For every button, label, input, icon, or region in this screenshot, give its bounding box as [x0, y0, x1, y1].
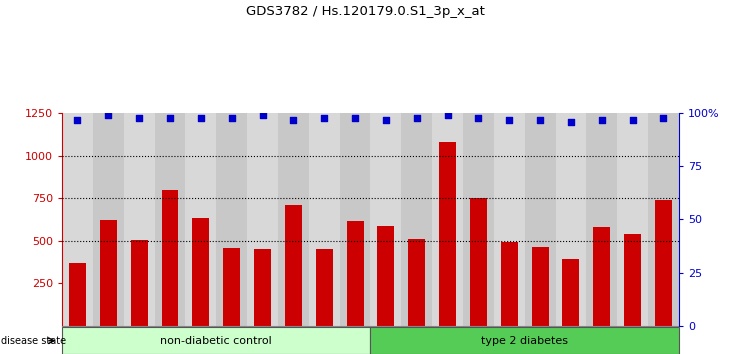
Point	[134, 115, 145, 120]
Bar	[254, 249, 271, 326]
Point	[658, 115, 669, 120]
Bar	[624, 234, 641, 326]
Point	[411, 115, 423, 120]
Bar	[556, 113, 586, 326]
Bar	[525, 113, 556, 326]
Bar	[432, 113, 463, 326]
Bar	[402, 113, 432, 326]
Bar	[470, 198, 487, 326]
Bar	[278, 113, 309, 326]
Bar	[223, 249, 240, 326]
Point	[72, 117, 83, 122]
Bar	[216, 113, 247, 326]
Text: non-diabetic control: non-diabetic control	[161, 336, 272, 346]
Bar	[618, 113, 648, 326]
Bar	[377, 226, 394, 326]
Bar	[69, 263, 86, 326]
Bar	[185, 113, 216, 326]
Point	[226, 115, 237, 120]
Point	[380, 117, 392, 122]
Point	[534, 117, 546, 122]
Point	[627, 117, 639, 122]
Bar	[563, 259, 580, 326]
Bar	[339, 113, 371, 326]
Bar	[100, 220, 117, 326]
Point	[472, 115, 484, 120]
Bar	[655, 200, 672, 326]
Bar	[494, 113, 525, 326]
Point	[596, 117, 607, 122]
Bar	[62, 327, 371, 354]
Bar	[501, 242, 518, 326]
Point	[318, 115, 330, 120]
Bar	[309, 113, 339, 326]
Bar	[531, 247, 548, 326]
Bar	[316, 249, 333, 326]
Text: disease state: disease state	[1, 336, 66, 346]
Point	[195, 115, 207, 120]
Bar	[371, 327, 679, 354]
Point	[504, 117, 515, 122]
Text: GDS3782 / Hs.120179.0.S1_3p_x_at: GDS3782 / Hs.120179.0.S1_3p_x_at	[245, 5, 485, 18]
Bar	[62, 113, 93, 326]
Point	[565, 119, 577, 125]
Bar	[371, 113, 402, 326]
Bar	[155, 113, 185, 326]
Bar	[347, 221, 364, 326]
Bar	[131, 240, 147, 326]
Bar	[161, 190, 178, 326]
Bar	[439, 142, 456, 326]
Point	[102, 113, 114, 118]
Bar	[593, 227, 610, 326]
Bar	[124, 113, 155, 326]
Text: type 2 diabetes: type 2 diabetes	[481, 336, 568, 346]
Bar	[648, 113, 679, 326]
Point	[349, 115, 361, 120]
Point	[164, 115, 176, 120]
Bar	[93, 113, 124, 326]
Bar	[408, 239, 425, 326]
Bar	[463, 113, 494, 326]
Bar	[285, 205, 301, 326]
Point	[442, 113, 453, 118]
Point	[257, 113, 269, 118]
Bar	[193, 218, 210, 326]
Point	[288, 117, 299, 122]
Bar	[586, 113, 618, 326]
Bar	[247, 113, 278, 326]
